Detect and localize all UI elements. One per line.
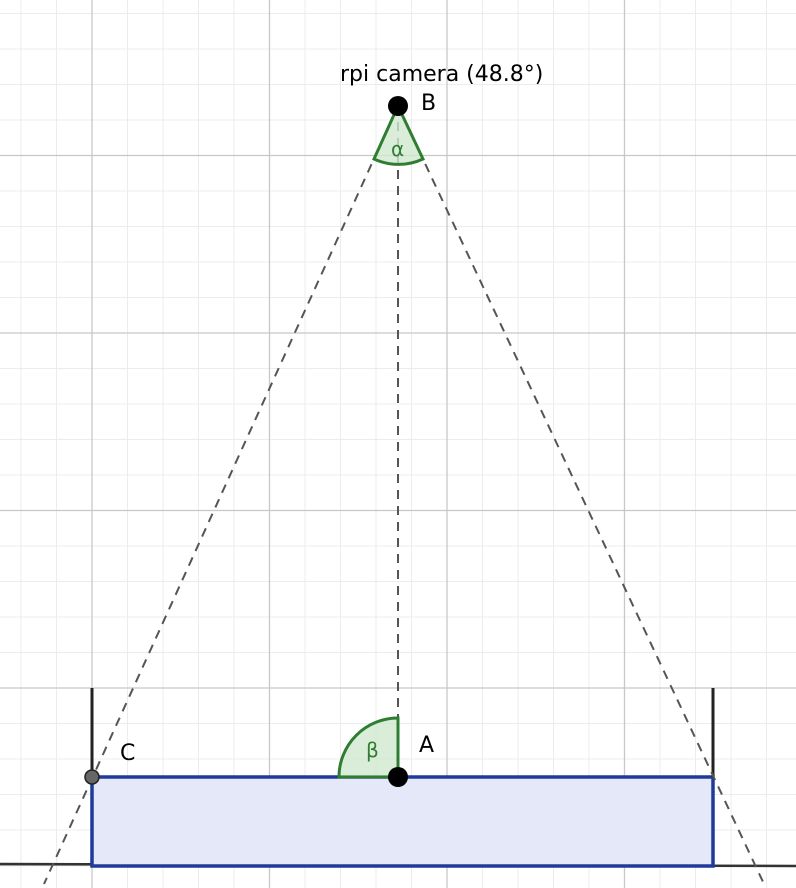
right-fov-ray	[397, 105, 765, 885]
point-c-label: C	[120, 741, 135, 766]
point-a[interactable]	[388, 767, 408, 787]
point-b-label: B	[421, 91, 436, 116]
base-rectangle	[90, 775, 715, 868]
point-b[interactable]	[388, 96, 408, 116]
camera-label: rpi camera (48.8°)	[340, 62, 543, 87]
alpha-angle-sector	[372, 102, 425, 166]
alpha-angle-label: α	[391, 137, 404, 161]
beta-angle-sector	[337, 716, 400, 779]
left-fov-ray	[43, 105, 399, 885]
point-a-label: A	[419, 733, 434, 758]
beta-angle-label: β	[366, 738, 379, 762]
point-c[interactable]	[84, 769, 100, 785]
